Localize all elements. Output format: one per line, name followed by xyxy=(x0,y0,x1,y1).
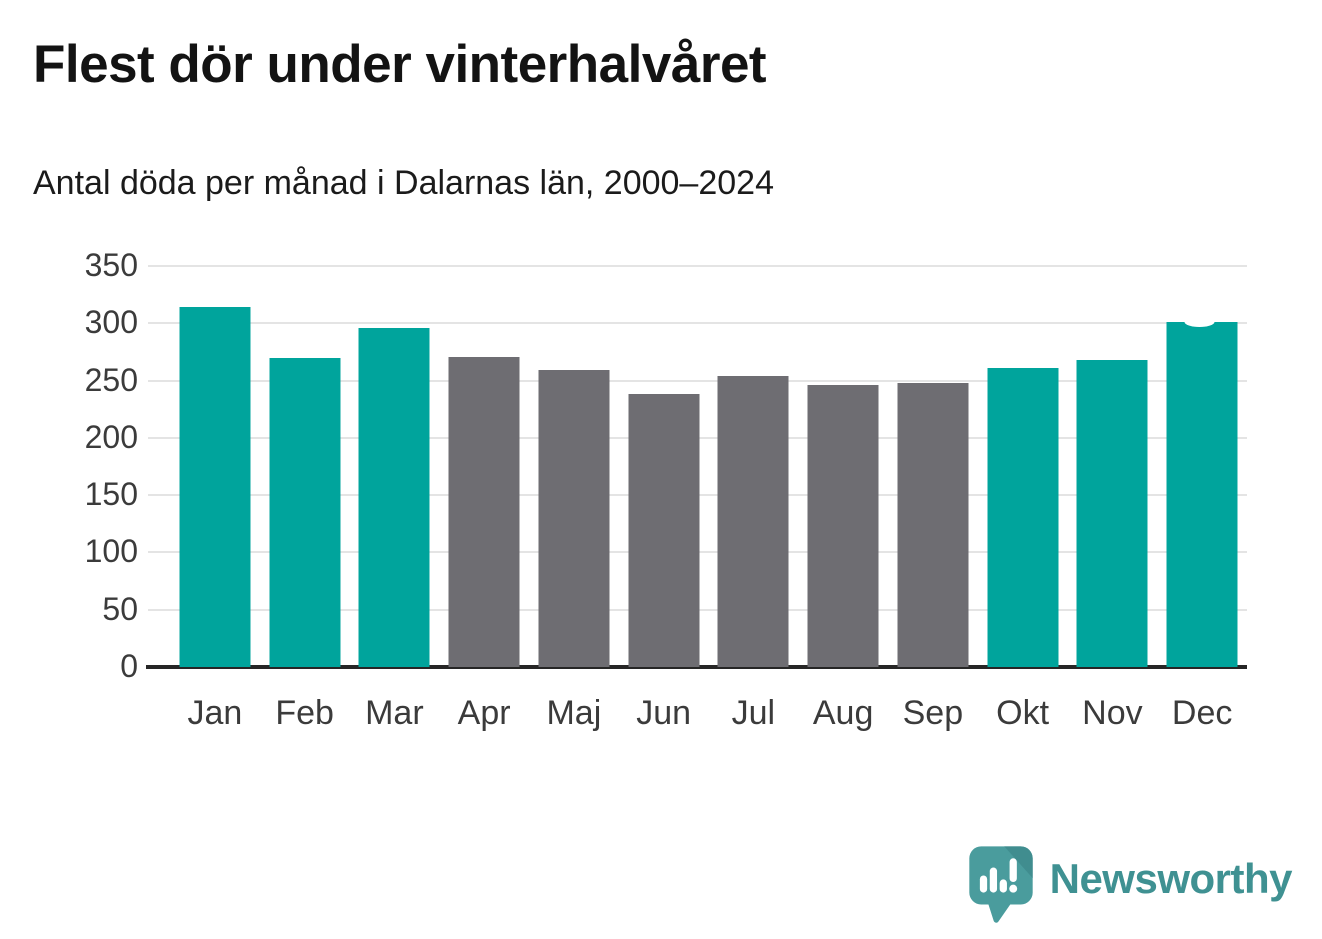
bar-slot-dec xyxy=(1157,266,1247,667)
bar-sep xyxy=(897,382,969,667)
gridline-350 xyxy=(148,265,1247,267)
y-tick-label-100: 100 xyxy=(84,533,138,570)
x-axis-labels: Jan Feb Mar Apr Maj Jun Jul Aug Sep Okt Nov Dec xyxy=(170,691,1247,735)
x-tick-label-feb: Feb xyxy=(275,694,334,732)
bar-nov xyxy=(1076,359,1148,667)
bar-aug xyxy=(807,385,879,667)
x-tick-label-aug: Aug xyxy=(812,694,874,732)
x-tick-label-apr: Apr xyxy=(457,694,511,732)
bar-jul xyxy=(717,376,789,667)
bar-slot-feb xyxy=(260,266,350,667)
x-tick-label-mar: Mar xyxy=(365,694,424,732)
bar-slot-okt xyxy=(978,266,1068,667)
bar-slot-maj xyxy=(529,266,619,667)
bar-slot-jun xyxy=(619,266,709,667)
newsworthy-logo[interactable]: Newsworthy xyxy=(968,845,1293,927)
y-tick-label-200: 200 xyxy=(84,418,138,455)
y-tick-label-350: 350 xyxy=(84,246,138,283)
bar-slot-jul xyxy=(709,266,799,667)
bar-jun xyxy=(628,394,700,667)
bar-slot-jan xyxy=(170,266,260,667)
gridline-250 xyxy=(148,379,1247,382)
x-tick-label-okt: Okt xyxy=(996,694,1050,732)
logo-exclamation-bar xyxy=(1009,858,1017,883)
bar-apr xyxy=(448,356,520,667)
y-tick-label-50: 50 xyxy=(102,590,138,627)
bar-slot-mar xyxy=(350,266,440,667)
chart-subtitle: Antal döda per månad i Dalarnas län, 200… xyxy=(33,164,774,202)
x-tick-label-nov: Nov xyxy=(1082,694,1143,732)
bar-maj xyxy=(538,370,610,667)
bar-slot-apr xyxy=(439,266,529,667)
newsworthy-logo-text: Newsworthy xyxy=(1049,855,1293,902)
chart-title: Flest dör under vinterhalvåret xyxy=(33,35,767,94)
logo-exclamation-dot xyxy=(1008,884,1017,893)
bars-layer xyxy=(170,266,1247,667)
y-tick-label-0: 0 xyxy=(120,647,138,684)
gridline-300 xyxy=(148,322,1247,325)
x-tick-label-jun: Jun xyxy=(636,694,692,732)
newsworthy-speech-bubble-barchart-icon xyxy=(968,846,1033,923)
x-tick-label-jul: Jul xyxy=(731,694,776,732)
bar-slot-sep xyxy=(888,266,978,667)
bar-slot-nov xyxy=(1068,266,1158,667)
y-tick-label-250: 250 xyxy=(84,361,138,398)
y-tick-label-300: 300 xyxy=(84,304,138,341)
x-tick-label-maj: Maj xyxy=(546,694,602,732)
bar-dec xyxy=(1166,317,1238,667)
y-axis-labels: 0 50 100 150 200 250 300 350 xyxy=(40,247,138,684)
logo-bar-3 xyxy=(999,879,1007,893)
x-tick-label-jan: Jan xyxy=(187,694,243,732)
y-tick-label-150: 150 xyxy=(84,475,138,512)
bar-mar xyxy=(358,327,430,667)
logo-bar-1 xyxy=(979,875,987,893)
bar-slot-aug xyxy=(798,266,888,667)
bar-feb xyxy=(269,357,341,667)
bar-jan xyxy=(179,307,251,667)
logo-bar-2 xyxy=(989,867,997,893)
dec-bar-top-notch xyxy=(1184,317,1215,328)
x-tick-label-sep: Sep xyxy=(902,694,964,732)
x-axis-line xyxy=(146,665,1247,669)
x-tick-label-dec: Dec xyxy=(1171,694,1233,732)
bar-okt xyxy=(987,367,1059,667)
